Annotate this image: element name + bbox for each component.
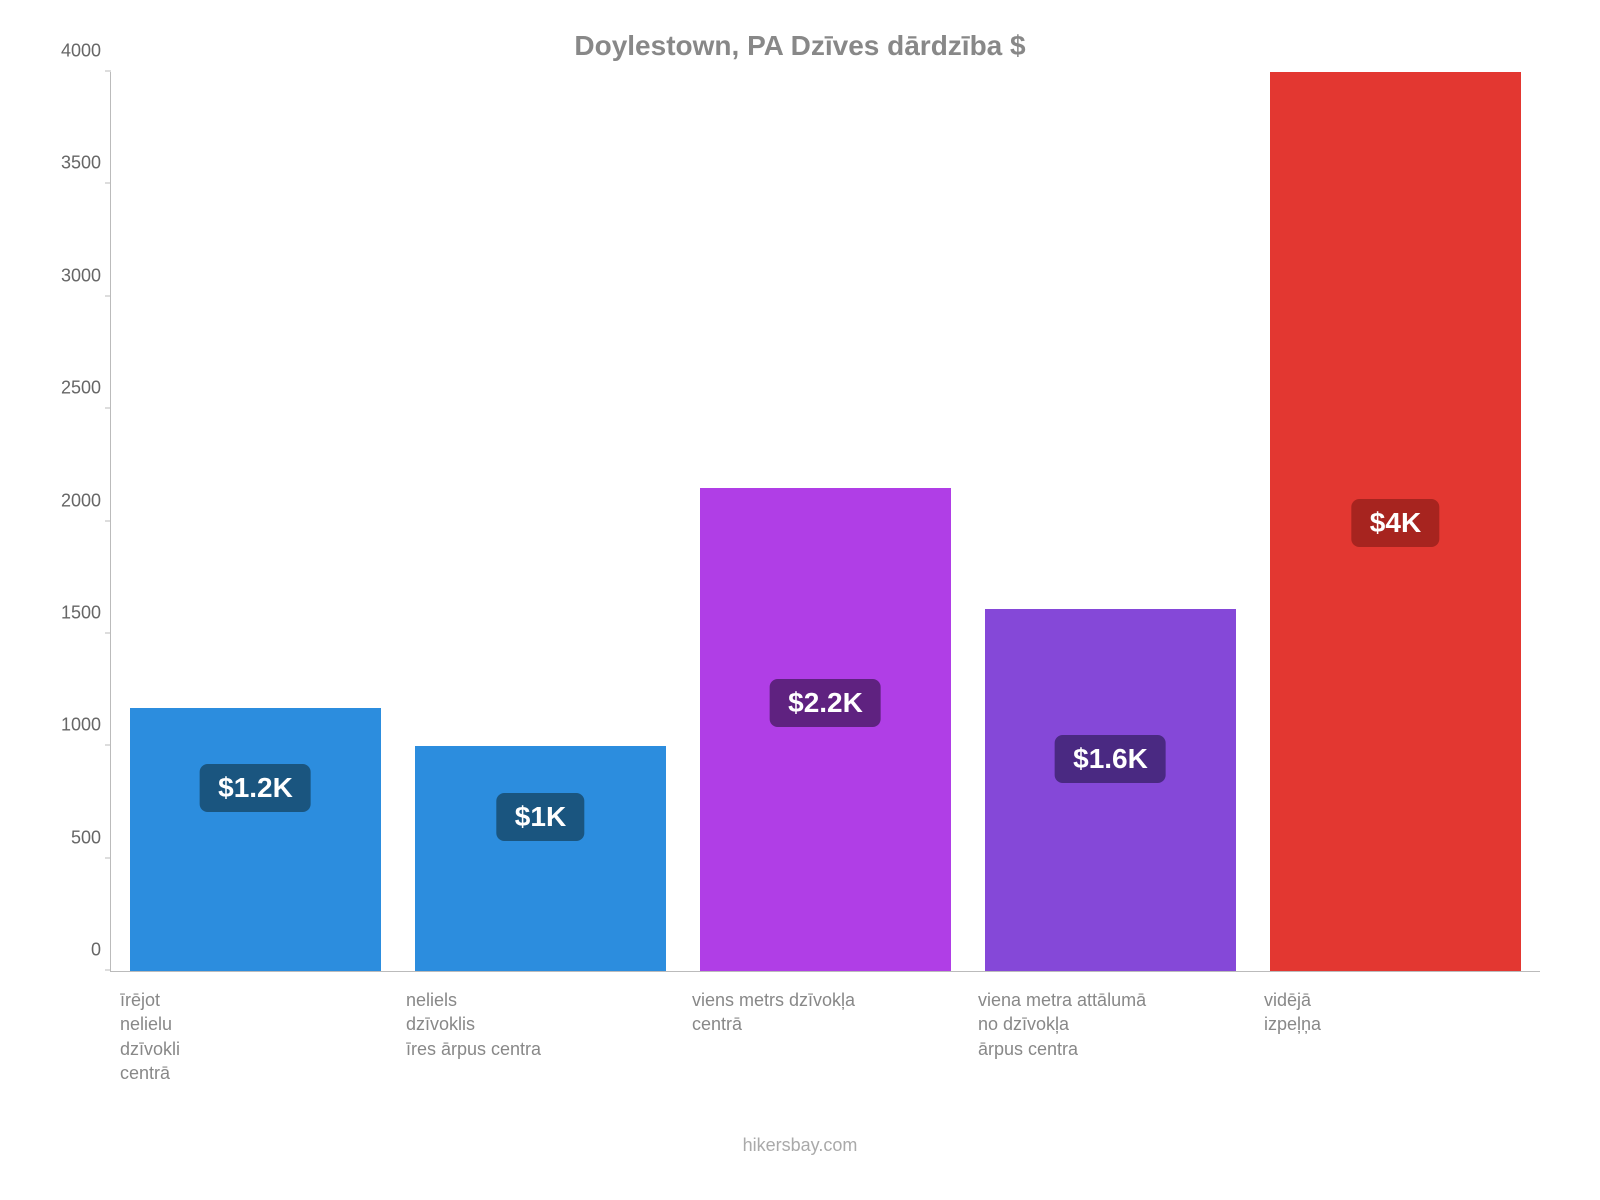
- y-tick-mark: [105, 408, 111, 409]
- x-axis-labels: īrējotnelieludzīvoklicentrānelielsdzīvok…: [110, 988, 1540, 1085]
- attribution-text: hikersbay.com: [40, 1135, 1560, 1156]
- x-axis-label: vidējāizpeļņa: [1254, 988, 1540, 1085]
- bar-slot: $2.2K: [683, 72, 968, 971]
- y-tick-label: 2000: [41, 490, 101, 511]
- y-tick-label: 1500: [41, 602, 101, 623]
- y-tick-mark: [105, 745, 111, 746]
- y-tick-label: 1000: [41, 715, 101, 736]
- y-tick-label: 4000: [41, 41, 101, 62]
- bar-slot: $1.6K: [968, 72, 1253, 971]
- bar-slot: $1K: [398, 72, 683, 971]
- y-tick-mark: [105, 970, 111, 971]
- chart-title: Doylestown, PA Dzīves dārdzība $: [40, 30, 1560, 62]
- y-tick-label: 500: [41, 827, 101, 848]
- bar-value-badge: $4K: [1352, 499, 1439, 547]
- bar-value-badge: $1.6K: [1055, 735, 1166, 783]
- x-axis-label: viens metrs dzīvokļacentrā: [682, 988, 968, 1085]
- y-tick-mark: [105, 632, 111, 633]
- y-tick-mark: [105, 520, 111, 521]
- y-tick-label: 0: [41, 940, 101, 961]
- bars-row: $1.2K $1K $2.2K $1.6K $4K: [111, 72, 1540, 971]
- x-axis-label: īrējotnelieludzīvoklicentrā: [110, 988, 396, 1085]
- y-tick-mark: [105, 183, 111, 184]
- bar-value-badge: $1K: [497, 793, 584, 841]
- x-axis-label: viena metra attālumāno dzīvokļaārpus cen…: [968, 988, 1254, 1085]
- y-tick-mark: [105, 857, 111, 858]
- bar: $1.6K: [985, 609, 1236, 971]
- bar-slot: $1.2K: [113, 72, 398, 971]
- y-tick-label: 3500: [41, 153, 101, 174]
- bar: $1.2K: [130, 708, 381, 971]
- y-tick-label: 2500: [41, 378, 101, 399]
- x-axis-label: nelielsdzīvoklisīres ārpus centra: [396, 988, 682, 1085]
- y-tick-mark: [105, 71, 111, 72]
- y-tick-label: 3000: [41, 265, 101, 286]
- y-tick-mark: [105, 295, 111, 296]
- bar-slot: $4K: [1253, 72, 1538, 971]
- bar: $4K: [1270, 72, 1521, 971]
- bar-value-badge: $2.2K: [770, 679, 881, 727]
- bar: $1K: [415, 746, 666, 971]
- bar: $2.2K: [700, 488, 951, 971]
- bar-value-badge: $1.2K: [200, 764, 311, 812]
- plot-area: $1.2K$1K$2.2K$1.6K$4K 050010001500200025…: [110, 72, 1540, 972]
- chart-container: Doylestown, PA Dzīves dārdzība $ $1.2K$1…: [0, 0, 1600, 1200]
